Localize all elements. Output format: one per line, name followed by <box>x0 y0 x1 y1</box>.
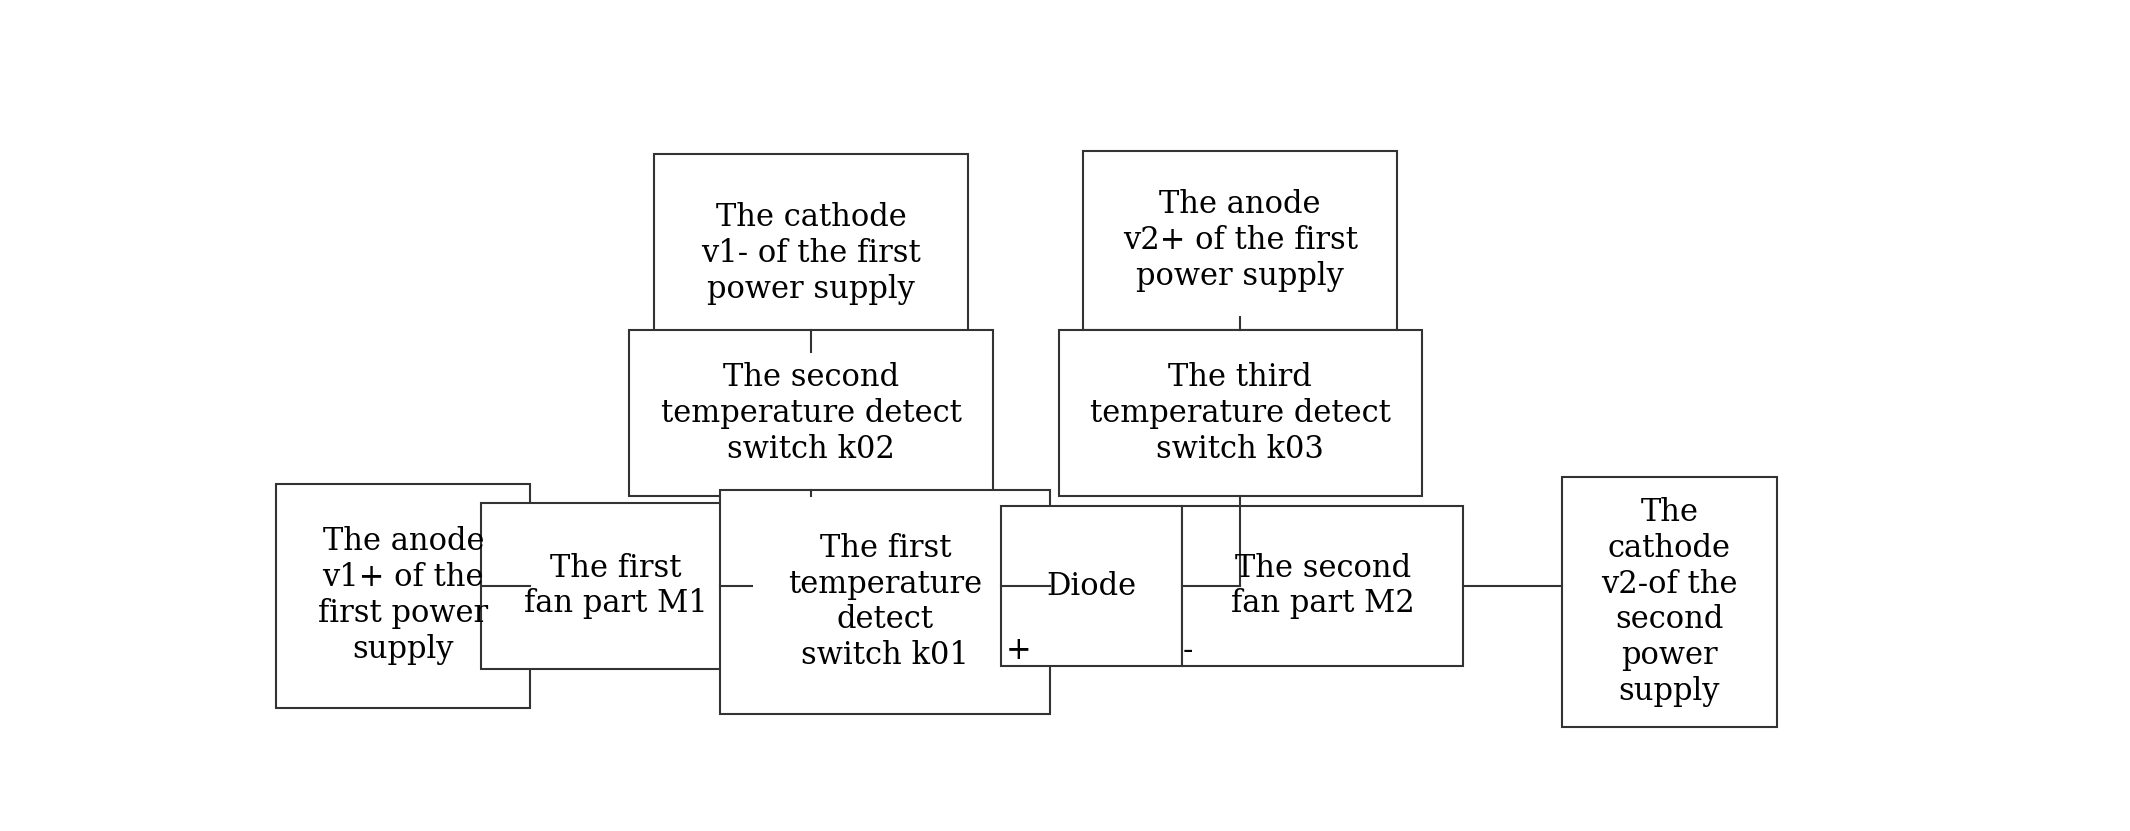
FancyBboxPatch shape <box>1561 477 1776 727</box>
Text: The second
temperature detect
switch k02: The second temperature detect switch k02 <box>660 362 961 465</box>
FancyBboxPatch shape <box>481 503 752 669</box>
FancyBboxPatch shape <box>1084 151 1397 330</box>
Text: The cathode
v1- of the first
power supply: The cathode v1- of the first power suppl… <box>701 202 920 305</box>
FancyBboxPatch shape <box>720 490 1050 714</box>
Text: The anode
v2+ of the first
power supply: The anode v2+ of the first power supply <box>1123 189 1357 292</box>
Text: The second
fan part M2: The second fan part M2 <box>1231 553 1414 619</box>
FancyBboxPatch shape <box>277 484 530 708</box>
FancyBboxPatch shape <box>1059 330 1421 496</box>
Text: Diode: Diode <box>1046 571 1137 602</box>
Text: The third
temperature detect
switch k03: The third temperature detect switch k03 <box>1091 362 1391 465</box>
Text: The
cathode
v2-of the
second
power
supply: The cathode v2-of the second power suppl… <box>1602 497 1738 707</box>
Text: The anode
v1+ of the
first power
supply: The anode v1+ of the first power supply <box>317 526 488 665</box>
Text: +: + <box>1005 635 1031 666</box>
FancyBboxPatch shape <box>1182 506 1463 666</box>
Text: The first
fan part M1: The first fan part M1 <box>524 553 707 619</box>
FancyBboxPatch shape <box>1001 506 1182 666</box>
FancyBboxPatch shape <box>630 330 993 496</box>
Text: The first
temperature
detect
switch k01: The first temperature detect switch k01 <box>788 533 982 671</box>
FancyBboxPatch shape <box>654 154 967 352</box>
Text: -: - <box>1182 635 1193 666</box>
